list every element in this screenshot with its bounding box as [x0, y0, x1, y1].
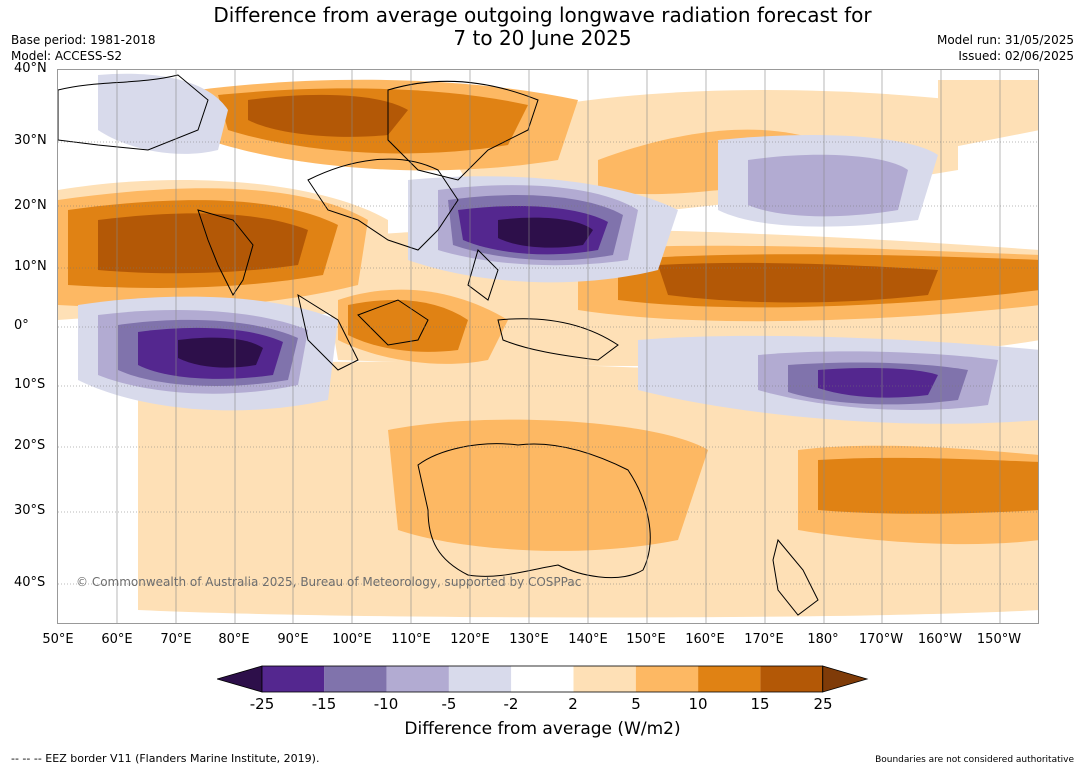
title-line-2: 7 to 20 June 2025: [453, 26, 632, 50]
colorbar-swatch-6: [573, 666, 636, 692]
china-outline: [387, 80, 539, 181]
copyright-text: © Commonwealth of Australia 2025, Bureau…: [76, 575, 582, 589]
colorbar-swatch-3: [386, 666, 449, 692]
colorbar-tick-3: -5: [441, 695, 457, 713]
anomaly-map: [58, 70, 1038, 623]
lon-label-100e: 100°E: [332, 632, 372, 647]
lon-label-150w: 150°W: [976, 632, 1022, 647]
lon-label-60e: 60°E: [101, 632, 133, 647]
model-name: Model: ACCESS-S2: [11, 49, 123, 63]
colorbar-tick-8: 15: [750, 695, 770, 713]
lon-label-150e: 150°E: [626, 632, 666, 647]
sumatra-outline: [297, 293, 359, 371]
lat-label-40n: 40°N: [14, 61, 47, 76]
lon-label-180: 180°: [807, 632, 839, 647]
map-meridians: [116, 70, 1001, 623]
colorbar-swatch-2: [324, 666, 387, 692]
lat-label-40s: 40°S: [14, 575, 46, 590]
philippines-outline: [467, 249, 499, 301]
model-info: Base period: 1981-2018 Model: ACCESS-S2: [11, 32, 156, 64]
coastlines: [58, 74, 819, 616]
lon-label-80e: 80°E: [218, 632, 250, 647]
colorbar-tick-7: 10: [688, 695, 708, 713]
indochina-outline: [307, 158, 459, 251]
lon-label-70e: 70°E: [160, 632, 192, 647]
base-period: Base period: 1981-2018: [11, 33, 156, 47]
lon-label-90e: 90°E: [277, 632, 309, 647]
lat-label-30s: 30°S: [14, 503, 46, 518]
lat-label-30n: 30°N: [14, 133, 47, 148]
lon-label-160w: 160°W: [917, 632, 963, 647]
anomaly-brown: [98, 94, 938, 303]
colorbar-swatch-5: [511, 666, 574, 692]
map-panel: [57, 69, 1039, 624]
new-zealand-outline: [772, 538, 819, 616]
model-run: Model run: 31/05/2025: [936, 33, 1074, 47]
lat-label-10s: 10°S: [14, 377, 46, 392]
map-title: Difference from average outgoing longwav…: [0, 4, 1085, 50]
lat-label-0: 0°: [14, 318, 29, 333]
colorbar-swatch-0: [217, 665, 263, 693]
colorbar-swatch-10: [822, 665, 869, 693]
lon-label-110e: 110°E: [391, 632, 431, 647]
arabia-outline: [58, 74, 209, 151]
lon-label-160e: 160°E: [685, 632, 725, 647]
boundary-disclaimer: Boundaries are not considered authoritat…: [875, 755, 1074, 765]
colorbar-swatch-8: [698, 666, 761, 692]
australia-outline: [417, 443, 651, 579]
colorbar-swatch-4: [448, 666, 512, 692]
colorbar-tick-1: -15: [311, 695, 337, 713]
colorbar: [217, 665, 869, 693]
eez-legend: -- -- -- EEZ border V11 (Flanders Marine…: [11, 752, 320, 765]
lat-label-10n: 10°N: [14, 259, 47, 274]
india-outline: [197, 209, 254, 296]
lon-label-130e: 130°E: [509, 632, 549, 647]
lon-label-170e: 170°E: [744, 632, 784, 647]
title-line-1: Difference from average outgoing longwav…: [213, 3, 872, 27]
lon-label-170w: 170°W: [858, 632, 904, 647]
colorbar-tick-6: 5: [631, 695, 641, 713]
lat-label-20n: 20°N: [14, 198, 47, 213]
run-info: Model run: 31/05/2025 Issued: 02/06/2025: [937, 32, 1074, 64]
anomaly-darkest-purple: [178, 217, 593, 368]
colorbar-tick-2: -10: [373, 695, 399, 713]
colorbar-tick-4: -2: [503, 695, 519, 713]
lat-label-20s: 20°S: [14, 438, 46, 453]
issued-date: Issued: 02/06/2025: [958, 49, 1074, 63]
colorbar-swatch-1: [262, 666, 325, 692]
new-guinea-outline: [497, 318, 619, 361]
colorbar-swatch-9: [760, 666, 823, 692]
lon-label-120e: 120°E: [450, 632, 490, 647]
borneo-outline: [357, 299, 429, 346]
lon-label-140e: 140°E: [568, 632, 608, 647]
lon-label-50e: 50°E: [42, 632, 74, 647]
colorbar-tick-5: 2: [568, 695, 578, 713]
colorbar-tick-0: -25: [249, 695, 275, 713]
colorbar-title: Difference from average (W/m2): [404, 719, 681, 739]
colorbar-tick-9: 25: [813, 695, 833, 713]
colorbar-swatch-7: [635, 666, 699, 692]
